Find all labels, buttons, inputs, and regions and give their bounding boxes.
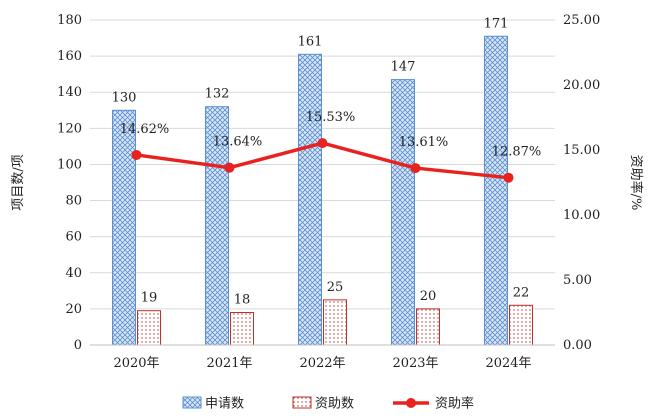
y-axis-title: 项目数/项: [11, 154, 26, 210]
bar-applications: [298, 53, 322, 346]
legend-marker-2: [406, 398, 416, 408]
bar-applications: [391, 79, 415, 346]
bar-funded: [137, 310, 161, 346]
bar-value-label: 147: [391, 60, 416, 75]
rate-point: [410, 163, 421, 174]
bar-funded: [230, 312, 254, 346]
rate-value-label: 13.64%: [213, 135, 263, 150]
y-tick-label: 0: [74, 338, 82, 353]
y-tick-label: 140: [57, 85, 82, 100]
bar-funded: [323, 299, 347, 346]
y-tick-label: 20: [65, 302, 82, 317]
y-tick-label: 120: [57, 121, 82, 136]
rate-point: [131, 149, 142, 160]
y-tick-label: 60: [65, 230, 82, 245]
rate-line: [131, 138, 514, 183]
bar-value-label: 22: [513, 285, 530, 300]
legend-swatch-0: [182, 396, 202, 409]
legend-label: 资助数: [315, 397, 354, 412]
y2-tick-label: 20.00: [563, 78, 600, 93]
y2-tick-label: 25.00: [563, 13, 600, 28]
y2-tick-label: 15.00: [563, 143, 600, 158]
bar-value-label: 171: [484, 16, 509, 31]
bar-applications: [484, 35, 508, 346]
rate-point: [503, 172, 514, 183]
x-tick-label: 2022年: [299, 356, 345, 371]
bar-value-label: 25: [327, 280, 344, 295]
bar-applications: [112, 109, 136, 346]
rate-value-label: 15.53%: [306, 110, 356, 125]
rate-line-path: [136, 141, 509, 180]
legend-swatch-1: [292, 396, 312, 409]
bar-value-label: 132: [205, 87, 230, 102]
bar-funded: [416, 308, 440, 346]
bar-value-label: 20: [420, 289, 437, 304]
y-tick-label: 180: [57, 13, 82, 28]
bar-value-label: 19: [141, 291, 158, 306]
x-tick-label: 2023年: [392, 356, 438, 371]
x-tick-label: 2020年: [113, 356, 159, 371]
legend-label: 资助率: [435, 396, 474, 412]
rate-value-label: 14.62%: [120, 122, 170, 137]
axes: 0 20 40 60 80 100 120 140 160 180 0.00 5.00 10.00 15.…: [11, 13, 644, 371]
grid-lines: [90, 19, 555, 310]
y-tick-label: 160: [57, 49, 82, 64]
y2-tick-label: 10.00: [563, 208, 600, 223]
y-tick-label: 80: [65, 194, 82, 209]
rate-value-label: 12.87%: [492, 145, 542, 160]
rate-point: [317, 138, 328, 149]
bar-value-label: 18: [234, 293, 251, 308]
bars: [112, 35, 533, 346]
bar-value-label: 130: [112, 90, 137, 105]
legend: 申请数 资助数 资助率: [182, 396, 474, 412]
bar-funded: [509, 304, 533, 346]
x-tick-label: 2024年: [485, 356, 531, 371]
y2-tick-label: 5.00: [563, 273, 592, 288]
x-tick-label: 2021年: [206, 356, 252, 371]
rate-point: [224, 162, 235, 173]
bar-value-label: 161: [298, 34, 323, 49]
y-tick-label: 40: [65, 266, 82, 281]
data-labels: 130 132 161 147 171 19 18 25 20 22 14.62% 13.64% 15.…: [112, 16, 542, 307]
legend-label: 申请数: [205, 397, 244, 412]
rate-value-label: 13.61%: [399, 135, 449, 150]
y2-tick-label: 0.00: [563, 338, 592, 353]
y-tick-label: 100: [57, 157, 82, 172]
y2-axis-title: 资助率/%: [628, 155, 644, 211]
